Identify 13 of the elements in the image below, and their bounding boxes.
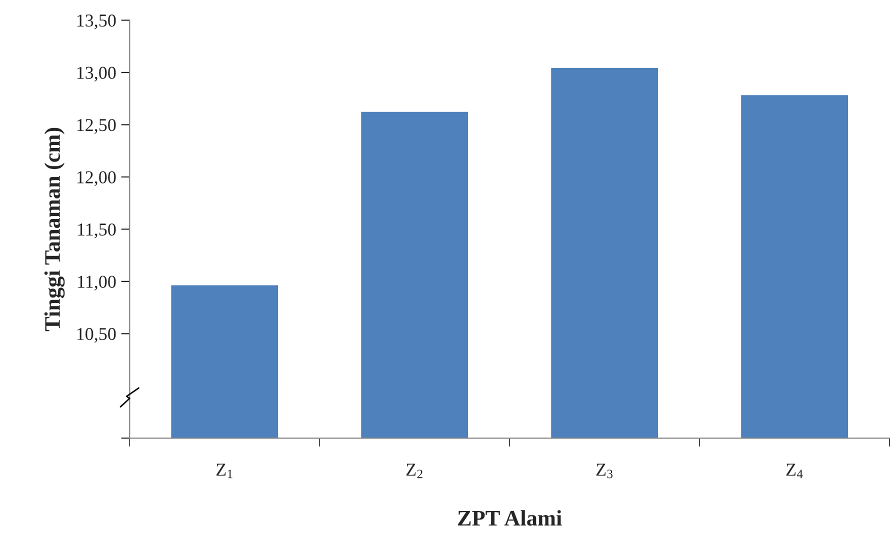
y-axis-title: Tinggi Tanaman (cm): [44, 128, 65, 332]
x-axis-title: ZPT Alami: [458, 510, 562, 526]
x-tick-label: Z$_{2}$: [406, 464, 422, 478]
x-tick-label: Z$_{3}$: [596, 464, 613, 478]
x-tick-label: Z$_{4}$: [786, 464, 803, 478]
y-tick-label: 12,00: [77, 171, 116, 186]
y-tick-label: 12,50: [77, 118, 116, 134]
y-tick-label: 11,50: [78, 223, 116, 238]
y-tick-label: 11,00: [78, 276, 116, 290]
x-tick-label: Z$_{1}$: [216, 464, 232, 478]
y-tick-label: 13,00: [77, 66, 116, 82]
y-tick-label: 13,50: [77, 14, 116, 30]
y-tick-label: 10,50: [77, 328, 116, 343]
